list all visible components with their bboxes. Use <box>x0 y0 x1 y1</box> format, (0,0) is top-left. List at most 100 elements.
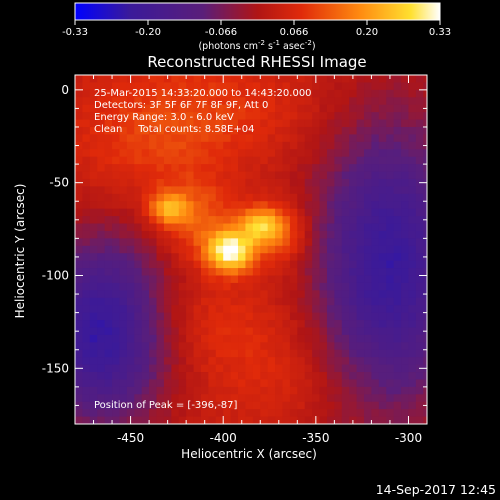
heatmap-cell <box>289 126 298 135</box>
heatmap-cell <box>415 416 424 424</box>
heatmap-cell <box>134 364 143 373</box>
heatmap-cell <box>319 260 328 269</box>
heatmap-cell <box>230 201 239 210</box>
heatmap-cell <box>408 379 417 388</box>
heatmap-cell <box>341 386 350 395</box>
heatmap-cell <box>393 364 402 373</box>
heatmap-cell <box>208 334 217 343</box>
heatmap-cell <box>349 216 357 224</box>
heatmap-cell <box>223 97 232 106</box>
heatmap-cell <box>341 201 350 210</box>
heatmap-cell <box>304 112 313 120</box>
heatmap-cell <box>200 312 209 321</box>
heatmap-cell <box>312 394 320 403</box>
heatmap-cell <box>260 334 269 343</box>
heatmap-cell <box>238 186 246 195</box>
heatmap-cell <box>134 386 143 395</box>
heatmap-cell <box>401 305 409 314</box>
heatmap-cell <box>178 178 187 187</box>
heatmap-cell <box>393 223 402 232</box>
heatmap-cell <box>378 386 387 395</box>
heatmap-cell <box>97 364 106 373</box>
heatmap-cell <box>326 82 335 91</box>
heatmap-cell <box>378 297 387 306</box>
heatmap-cell <box>408 208 417 217</box>
heatmap-cell <box>304 260 313 269</box>
heatmap-cell <box>186 193 194 202</box>
heatmap-cell <box>186 89 194 98</box>
heatmap-cell <box>126 342 135 351</box>
heatmap-cell <box>149 141 157 150</box>
heatmap-cell <box>356 216 365 224</box>
heatmap-cell <box>178 312 187 321</box>
heatmap-cell <box>386 268 395 276</box>
heatmap-cell <box>97 245 106 254</box>
heatmap-cell <box>349 82 357 91</box>
heatmap-cell <box>186 327 194 336</box>
heatmap-cell <box>215 156 224 165</box>
heatmap-cell <box>341 349 350 358</box>
heatmap-cell <box>238 253 246 262</box>
heatmap-cell <box>163 253 172 262</box>
heatmap-cell <box>319 305 328 314</box>
heatmap-cell <box>252 342 261 351</box>
heatmap-cell <box>252 141 261 150</box>
heatmap-cell <box>134 349 143 358</box>
heatmap-cell <box>208 82 217 91</box>
heatmap-cell <box>423 386 427 395</box>
heatmap-cell <box>423 156 427 165</box>
heatmap-cell <box>349 171 357 180</box>
heatmap-cell <box>82 334 91 343</box>
heatmap-cell <box>349 327 357 336</box>
heatmap-cell <box>223 282 232 291</box>
heatmap-cell <box>304 342 313 351</box>
heatmap-cell <box>401 357 409 365</box>
heatmap-cell <box>297 104 306 113</box>
heatmap-cell <box>97 334 106 343</box>
heatmap-cell <box>171 164 180 172</box>
heatmap-cell <box>112 171 120 180</box>
heatmap-cell <box>134 290 143 299</box>
heatmap-cell <box>134 409 143 417</box>
heatmap-cell <box>260 156 269 165</box>
heatmap-cell <box>104 223 113 232</box>
heatmap-cell <box>334 134 343 143</box>
heatmap-cell <box>312 186 320 195</box>
heatmap-cell <box>356 260 365 269</box>
heatmap-cell <box>371 320 380 328</box>
heatmap-cell <box>408 342 417 351</box>
heatmap-cell <box>112 409 120 417</box>
heatmap-cell <box>393 401 402 410</box>
heatmap-cell <box>252 275 261 284</box>
heatmap-cell <box>223 260 232 269</box>
heatmap-cell <box>104 112 113 120</box>
heatmap-cell <box>141 230 150 239</box>
heatmap-cell <box>178 334 187 343</box>
heatmap-cell <box>408 372 417 380</box>
heatmap-cell <box>104 275 113 284</box>
heatmap-cell <box>75 305 83 314</box>
heatmap-cell <box>408 112 417 120</box>
heatmap-cell <box>156 305 165 314</box>
heatmap-cell <box>319 327 328 336</box>
heatmap-cell <box>356 193 365 202</box>
heatmap-cell <box>252 349 261 358</box>
heatmap-cell <box>378 349 387 358</box>
heatmap-cell <box>149 275 157 284</box>
heatmap-cell <box>423 372 427 380</box>
heatmap-cell <box>245 409 254 417</box>
heatmap-cell <box>230 238 239 247</box>
heatmap-cell <box>200 149 209 158</box>
heatmap-cell <box>326 297 335 306</box>
heatmap-cell <box>319 230 328 239</box>
heatmap-cell <box>178 186 187 195</box>
heatmap-cell <box>178 357 187 365</box>
heatmap-cell <box>356 208 365 217</box>
heatmap-cell <box>97 216 106 224</box>
heatmap-cell <box>230 386 239 395</box>
heatmap-cell <box>401 320 409 328</box>
heatmap-cell <box>149 320 157 328</box>
heatmap-cell <box>415 386 424 395</box>
heatmap-cell <box>134 82 143 91</box>
heatmap-cell <box>408 75 417 83</box>
